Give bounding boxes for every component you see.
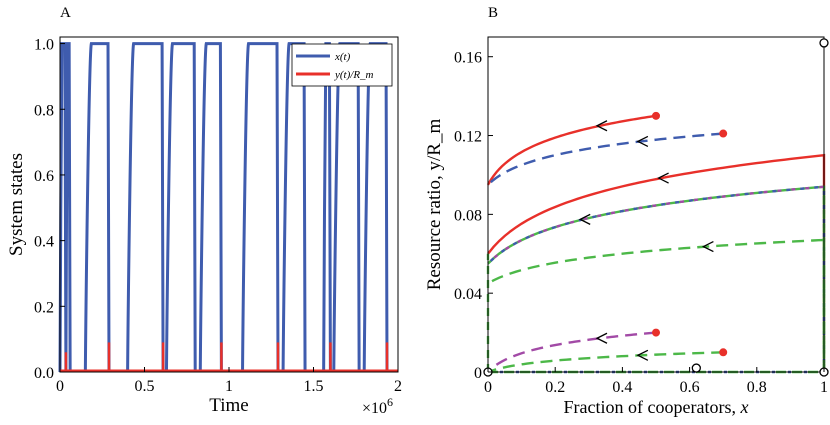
start-point xyxy=(719,129,728,138)
x-tick-label: 0.4 xyxy=(612,379,632,396)
y-tick-label: 0.08 xyxy=(454,207,482,224)
y-tick-label: 0 xyxy=(474,365,482,382)
start-point xyxy=(652,111,660,120)
x-tick-label: 0 xyxy=(56,378,64,395)
x-tick-label: 0.5 xyxy=(135,378,155,395)
legend-label: y(t)/R_m xyxy=(334,69,374,81)
trajectory-line xyxy=(487,238,826,372)
direction-arrow xyxy=(636,349,649,361)
series-x-line xyxy=(58,42,389,373)
direction-arrow xyxy=(701,241,714,253)
legend-label: x(t) xyxy=(334,51,351,63)
direction-arrow xyxy=(578,213,591,225)
x-tick-label: 1 xyxy=(225,378,233,395)
x-tick-label: 1 xyxy=(820,379,828,396)
x-axis-label: Time xyxy=(209,395,248,416)
panel-a-label: A xyxy=(60,5,71,21)
x-tick-label: 2 xyxy=(394,378,402,395)
x-axis-label-var: x xyxy=(739,397,748,417)
y-tick-label: 0.2 xyxy=(34,299,54,316)
x-axis-label-text: Fraction of cooperators, xyxy=(564,397,741,417)
y-axis-label: System states xyxy=(6,153,27,256)
x-axis-label: Fraction of cooperators, x xyxy=(564,397,749,417)
panel-a-frame xyxy=(59,36,399,373)
y-axis-label: Resource ratio, y/R_m xyxy=(424,119,445,291)
trajectory-overlay xyxy=(487,185,826,372)
panel-b-frame xyxy=(487,36,825,373)
equilibrium-point xyxy=(819,38,829,48)
direction-arrow xyxy=(657,172,669,184)
trajectory-line xyxy=(486,114,657,186)
y-tick-label: 0.04 xyxy=(454,286,482,303)
y-tick-label: 0.8 xyxy=(34,102,54,119)
equilibrium-point xyxy=(691,363,701,373)
x-multiplier-label: ×106 xyxy=(362,395,393,417)
legend-box xyxy=(291,43,393,87)
trajectory-line xyxy=(487,132,724,186)
x-multiplier-exponent: 6 xyxy=(387,395,393,409)
x-tick-label: 0.8 xyxy=(747,379,767,396)
trajectory-line xyxy=(487,351,724,374)
x-tick-label: 1.5 xyxy=(304,378,324,395)
x-tick-label: 0.6 xyxy=(680,379,700,396)
trajectory-line xyxy=(487,153,826,372)
start-point xyxy=(719,348,728,357)
direction-arrow xyxy=(636,135,649,147)
start-point xyxy=(652,328,660,337)
y-tick-label: 0.6 xyxy=(34,168,54,185)
y-tick-label: 0.4 xyxy=(34,234,54,251)
direction-arrow xyxy=(595,332,608,344)
panel-b-label: B xyxy=(488,5,498,21)
x-tick-label: 0.2 xyxy=(545,379,565,396)
x-tick-label: 0 xyxy=(484,379,492,396)
y-tick-label: 0.0 xyxy=(34,365,54,382)
direction-arrow xyxy=(595,120,608,132)
y-tick-label: 1.0 xyxy=(34,37,54,54)
trajectory-overlay xyxy=(487,185,826,372)
y-tick-label: 0.16 xyxy=(454,50,482,67)
y-tick-label: 0.12 xyxy=(454,129,482,146)
trajectory-line xyxy=(487,331,657,373)
